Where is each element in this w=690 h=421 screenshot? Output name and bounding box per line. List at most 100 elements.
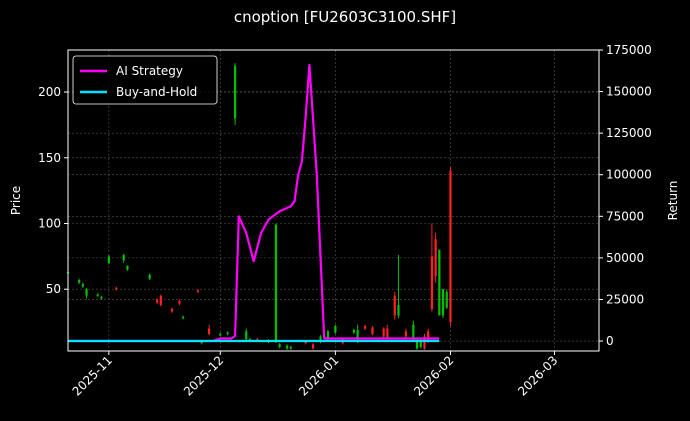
- candle: [196, 289, 200, 294]
- candle: [289, 345, 292, 350]
- candle: [441, 289, 445, 319]
- candle-body: [85, 289, 88, 296]
- candle-body: [226, 332, 229, 334]
- candle: [122, 253, 125, 263]
- candle-body: [285, 345, 289, 349]
- candle-body: [441, 289, 445, 316]
- y-right-tick-label: 75000: [606, 209, 644, 223]
- chart-title: cnoption [FU2603C3100.SHF]: [233, 8, 457, 26]
- y-right-tick-label: 50000: [606, 251, 644, 265]
- candle-body: [278, 344, 281, 348]
- y-tick-label: 100: [38, 217, 61, 231]
- x-tick-label: 2026-03: [515, 353, 560, 398]
- candle: [156, 298, 159, 304]
- candle-body: [393, 295, 396, 316]
- candle-body: [248, 339, 252, 341]
- candle-body: [245, 331, 248, 340]
- candle-body: [382, 328, 385, 337]
- candle: [438, 249, 441, 316]
- candle: [386, 324, 389, 340]
- candle: [371, 326, 374, 336]
- candle: [219, 332, 222, 337]
- candle-body: [363, 326, 367, 329]
- candle-body: [289, 347, 292, 349]
- candle-body: [256, 339, 259, 341]
- x-tick-label: 2025-11: [70, 353, 115, 398]
- candle: [115, 286, 118, 291]
- candle: [397, 255, 400, 319]
- candle: [274, 223, 278, 344]
- candle-body: [311, 344, 315, 349]
- candle: [445, 289, 448, 309]
- candle-body: [115, 287, 118, 290]
- y-right-tick-label: 100000: [606, 168, 652, 182]
- candle-body: [397, 304, 400, 316]
- candle-body: [427, 331, 430, 342]
- candle: [126, 265, 129, 271]
- candle-body: [430, 256, 434, 309]
- candle-body: [78, 280, 81, 283]
- candle-body: [386, 328, 389, 338]
- candle: [334, 324, 337, 334]
- candle: [434, 232, 437, 283]
- candle: [363, 324, 367, 330]
- candle-body: [274, 224, 278, 342]
- x-tick-label: 2025-12: [181, 353, 226, 398]
- candle-body: [404, 331, 408, 337]
- candle-body: [449, 170, 452, 323]
- plot-frame: [67, 49, 600, 352]
- series-line-ai-strategy: [68, 63, 440, 343]
- candle: [85, 287, 88, 299]
- candle: [226, 331, 229, 336]
- candle: [178, 299, 181, 305]
- candle-body: [207, 328, 211, 334]
- candle: [245, 328, 248, 342]
- y-tick-label: 150: [38, 151, 61, 165]
- candle-body: [438, 249, 441, 316]
- candle: [278, 343, 281, 349]
- candle: [148, 273, 151, 281]
- legend-box: [72, 55, 218, 105]
- candle-body: [148, 274, 151, 279]
- candle: [412, 320, 415, 341]
- candle-body: [107, 256, 110, 263]
- candle-body: [415, 341, 419, 349]
- candle: [100, 295, 103, 300]
- y-axis-label: Price: [9, 186, 23, 215]
- candle: [78, 278, 81, 284]
- candle: [285, 344, 289, 350]
- candle-body: [96, 294, 99, 296]
- legend-label: AI Strategy: [116, 64, 183, 78]
- x-tick-label: 2026-01: [296, 353, 341, 398]
- candle: [107, 255, 110, 265]
- y-right-tick-label: 175000: [606, 43, 652, 57]
- candle-body: [170, 308, 174, 312]
- candle: [96, 293, 99, 298]
- candle-body: [196, 290, 200, 292]
- candle-body: [319, 336, 322, 342]
- candle: [352, 328, 356, 334]
- y-right-tick-label: 0: [606, 334, 614, 348]
- x-tick-label: 2026-02: [411, 353, 456, 398]
- y-right-tick-label: 25000: [606, 292, 644, 306]
- candle: [207, 324, 211, 336]
- candle: [382, 327, 385, 338]
- candle: [430, 223, 434, 312]
- candle-body: [122, 255, 125, 261]
- candle-body: [233, 65, 237, 119]
- candle: [181, 315, 185, 320]
- candle-body: [159, 295, 162, 305]
- candle-body: [178, 301, 181, 304]
- candle-body: [434, 239, 437, 277]
- candle: [81, 282, 84, 288]
- y-tick-label: 50: [46, 282, 61, 296]
- candle-body: [156, 299, 159, 303]
- candle-body: [412, 324, 415, 340]
- candle-body: [371, 327, 374, 334]
- candle: [449, 166, 452, 327]
- candle: [311, 343, 315, 350]
- candle-body: [445, 291, 448, 308]
- legend: AI Strategy Buy-and-Hold: [72, 55, 218, 105]
- candle-body: [100, 297, 103, 299]
